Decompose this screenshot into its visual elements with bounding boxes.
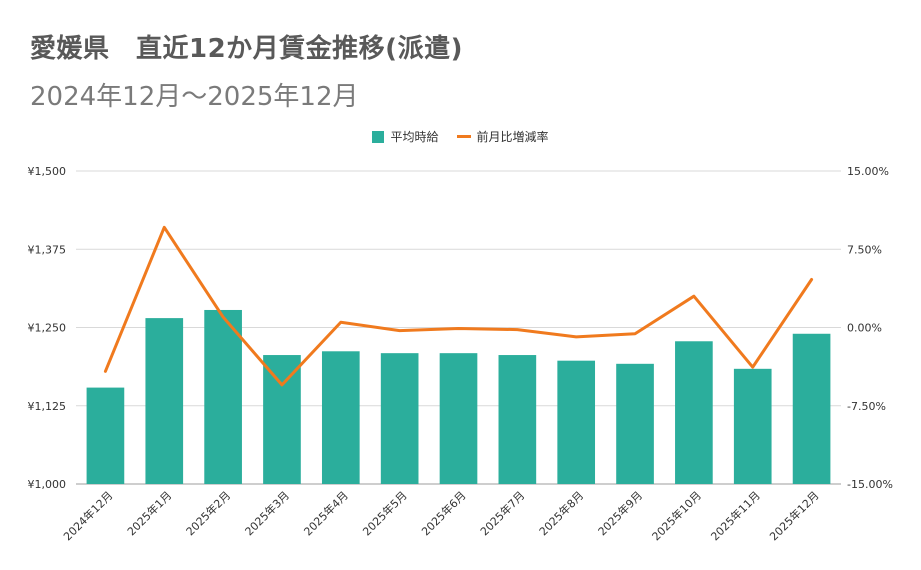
y-left-tick-label: ¥1,375: [28, 243, 67, 256]
x-tick-label: 2025年1月: [124, 488, 174, 538]
x-tick-label: 2025年4月: [301, 488, 351, 538]
legend-item-bar: 平均時給: [372, 128, 439, 145]
bar: [204, 309, 242, 484]
x-tick-label: 2025年7月: [477, 488, 527, 538]
bar: [498, 355, 537, 484]
bar: [263, 355, 301, 484]
x-tick-label: 2025年9月: [595, 488, 645, 538]
x-tick-label: 2025年3月: [242, 488, 292, 538]
bar: [557, 360, 596, 484]
y-right-tick-label: -7.50%: [847, 400, 886, 413]
bar: [145, 318, 184, 484]
chart-title: 愛媛県 直近12か月賃金推移(派遣): [30, 34, 463, 64]
legend-line-label: 前月比増減率: [476, 130, 549, 144]
line-series: [103, 225, 814, 387]
y-left-tick-label: ¥1,250: [28, 322, 67, 335]
y-right-tick-label: 0.00%: [847, 322, 882, 335]
bar: [616, 363, 654, 484]
y-right-tick-label: -15.00%: [847, 478, 893, 491]
legend-bar-label: 平均時給: [390, 130, 439, 144]
bar: [380, 353, 419, 484]
x-tick-label: 2025年5月: [360, 488, 410, 538]
legend-bar-swatch: [372, 130, 385, 143]
x-tick-label: 2025年2月: [183, 488, 233, 538]
bar: [792, 333, 831, 484]
x-tick-label: 2025年11月: [708, 488, 763, 543]
bar: [321, 351, 360, 484]
bar: [86, 387, 125, 484]
bar: [675, 341, 713, 484]
x-tick-label: 2025年10月: [649, 488, 704, 543]
bar: [733, 368, 772, 484]
x-tick-label: 2024年12月: [60, 488, 115, 543]
y-left-tick-label: ¥1,125: [28, 400, 67, 413]
x-tick-label: 2025年8月: [536, 488, 586, 538]
legend-item-line: 前月比増減率: [456, 128, 549, 145]
x-tick-label: 2025年6月: [418, 488, 468, 538]
legend-line-swatch: [456, 135, 471, 138]
y-left-tick-label: ¥1,500: [28, 165, 67, 178]
chart-subtitle: 2024年12月～2025年12月: [30, 82, 359, 112]
x-tick-label: 2025年12月: [767, 488, 822, 543]
y-right-tick-label: 15.00%: [847, 165, 889, 178]
bar: [439, 353, 478, 484]
y-right-tick-label: 7.50%: [847, 243, 882, 256]
legend: 平均時給 前月比増減率: [0, 128, 921, 145]
y-left-tick-label: ¥1,000: [28, 478, 67, 491]
